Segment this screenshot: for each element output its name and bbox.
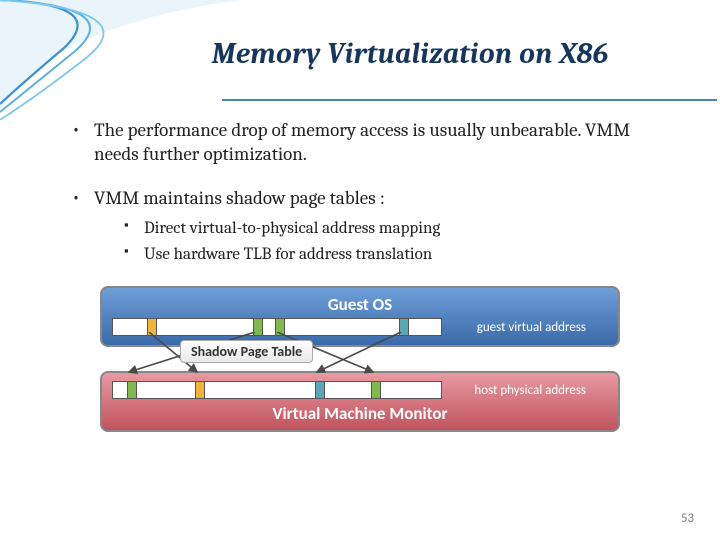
bullet-2: VMM maintains shadow page tables : Direc… [72,187,672,267]
address-segment [315,382,325,398]
bullet-2-text: VMM maintains shadow page tables : [94,187,385,209]
title-underline [222,99,717,101]
page-number: 53 [681,511,694,526]
memory-virtualization-diagram: Guest OS guest virtual address Shadow Pa… [100,286,620,432]
host-physical-address-bar: host physical address [112,381,442,399]
bullet-list: The performance drop of memory access is… [48,119,672,266]
slide-title: Memory Virtualization on X86 [148,38,672,71]
vmm-label: Virtual Machine Monitor [112,403,608,424]
host-bar-label: host physical address [474,383,586,398]
address-segment [127,382,137,398]
bullet-1: The performance drop of memory access is… [72,119,672,167]
vmm-box: host physical address Virtual Machine Mo… [100,371,620,432]
address-segment [195,382,205,398]
sub-bullet-1: Direct virtual-to-physical address mappi… [124,218,672,240]
shadow-page-table-label: Shadow Page Table [180,340,313,363]
guest-bar-label: guest virtual address [477,320,586,335]
sub-bullet-2: Use hardware TLB for address translation [124,244,672,266]
guest-os-label: Guest OS [112,294,608,315]
sub-bullet-list: Direct virtual-to-physical address mappi… [94,218,672,266]
address-segment [371,382,381,398]
